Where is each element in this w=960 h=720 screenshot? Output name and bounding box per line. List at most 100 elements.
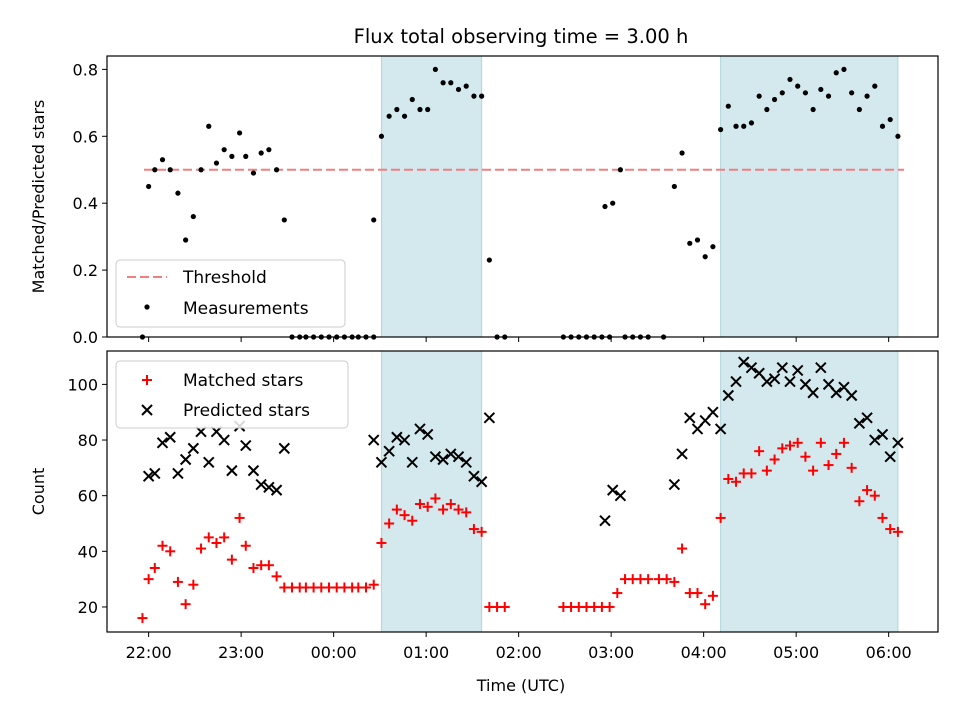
measurement-point <box>733 123 739 129</box>
matched-point <box>877 512 888 523</box>
measurement-point <box>229 153 235 159</box>
measurement-point <box>795 83 801 89</box>
predicted-mark-b <box>156 437 169 449</box>
measurement-point <box>363 334 369 340</box>
predicted-mark-b <box>398 434 411 446</box>
predicted-mark-b <box>707 406 719 418</box>
predicted-point <box>853 417 866 430</box>
predicted-mark-b <box>730 375 742 388</box>
matched-point <box>604 601 615 612</box>
predicted-point <box>452 451 465 463</box>
matched-point <box>240 540 251 551</box>
matched-point <box>391 504 402 515</box>
predicted-point <box>263 481 275 494</box>
predicted-point <box>406 456 418 468</box>
predicted-mark-b <box>149 467 161 480</box>
measurement-point <box>355 334 361 340</box>
matched-point <box>669 576 680 587</box>
matched-point <box>846 462 857 473</box>
matched-point <box>777 443 788 454</box>
panel-ratio: 0.0 0.2 0.4 0.6 0.8 Matched/Predicted stars Th… <box>29 55 939 347</box>
predicted-mark-b <box>784 375 796 388</box>
measurement-point <box>560 334 566 340</box>
predicted-mark-b <box>799 378 812 391</box>
matched-point <box>407 515 418 526</box>
predicted-mark-b <box>270 484 283 496</box>
matched-point <box>854 496 865 507</box>
measurement-point <box>152 167 158 173</box>
predicted-point <box>187 442 200 455</box>
predicted-point <box>255 478 267 491</box>
matched-point <box>892 526 903 537</box>
x-tick-label: 22:00 <box>126 643 172 662</box>
matched-point <box>869 490 880 501</box>
measurement-point <box>409 96 415 103</box>
measurement-point <box>371 334 377 340</box>
measurement-point <box>440 80 446 86</box>
matched-point <box>172 576 183 587</box>
legend-measurement-swatch <box>144 304 150 310</box>
measurement-point <box>273 167 280 173</box>
predicted-point <box>429 451 442 463</box>
measurement-point <box>702 254 708 260</box>
predicted-mark-b <box>861 412 873 424</box>
legend-predicted-swatch-b <box>141 404 153 416</box>
matched-point <box>438 504 449 515</box>
predicted-point <box>738 356 750 368</box>
predicted-mark-b <box>172 467 184 480</box>
matched-point <box>862 485 873 496</box>
predicted-point <box>156 437 169 449</box>
predicted-point <box>445 448 457 460</box>
matched-point <box>234 512 245 523</box>
matched-point <box>661 574 672 585</box>
measurement-point <box>802 90 809 96</box>
x-tick-label: 02:00 <box>496 643 542 662</box>
measurement-point <box>833 70 839 76</box>
y-tick-label: 0.8 <box>73 60 98 79</box>
x-tick-label: 05:00 <box>773 643 819 662</box>
predicted-mark-b <box>187 442 200 455</box>
matched-point <box>784 440 795 451</box>
matched-point <box>453 504 464 515</box>
measurement-point <box>630 334 636 340</box>
predicted-point <box>668 478 681 491</box>
measurement-point <box>502 334 508 340</box>
y-tick-label: 0.0 <box>73 328 98 347</box>
plot-frame <box>106 55 939 338</box>
measurement-point <box>725 103 731 109</box>
predicted-point <box>676 448 688 460</box>
predicted-mark-b <box>884 451 896 463</box>
predicted-point <box>614 489 627 502</box>
predicted-point <box>768 373 781 385</box>
measurement-point <box>281 217 287 223</box>
matched-point <box>838 437 849 448</box>
measurement-point <box>258 150 264 156</box>
predicted-point <box>483 412 496 424</box>
x-tick-label: 04:00 <box>681 643 727 662</box>
predicted-mark-b <box>421 428 434 441</box>
measurement-point <box>471 93 477 99</box>
predicted-mark-b <box>164 431 176 443</box>
predicted-point <box>203 456 215 468</box>
predicted-point <box>791 364 804 377</box>
predicted-mark-b <box>761 375 773 388</box>
measurement-point <box>139 334 146 340</box>
matched-point <box>226 554 237 565</box>
y-tick-label: 20 <box>78 598 98 617</box>
y-axis-label: Count <box>29 468 48 516</box>
predicted-mark-b <box>468 470 480 482</box>
measurement-point <box>448 80 454 86</box>
matched-point <box>800 451 811 462</box>
predicted-point <box>391 431 403 443</box>
measurement-point <box>679 150 685 156</box>
predicted-mark-b <box>838 381 850 393</box>
matched-point <box>612 588 623 599</box>
predicted-point <box>776 361 788 374</box>
matched-point <box>368 579 379 590</box>
measurement-point <box>856 106 862 113</box>
plot-frame <box>106 350 939 633</box>
predicted-point <box>714 423 727 435</box>
measurement-point <box>764 106 770 113</box>
matched-point <box>203 532 214 543</box>
matched-point <box>211 537 222 548</box>
